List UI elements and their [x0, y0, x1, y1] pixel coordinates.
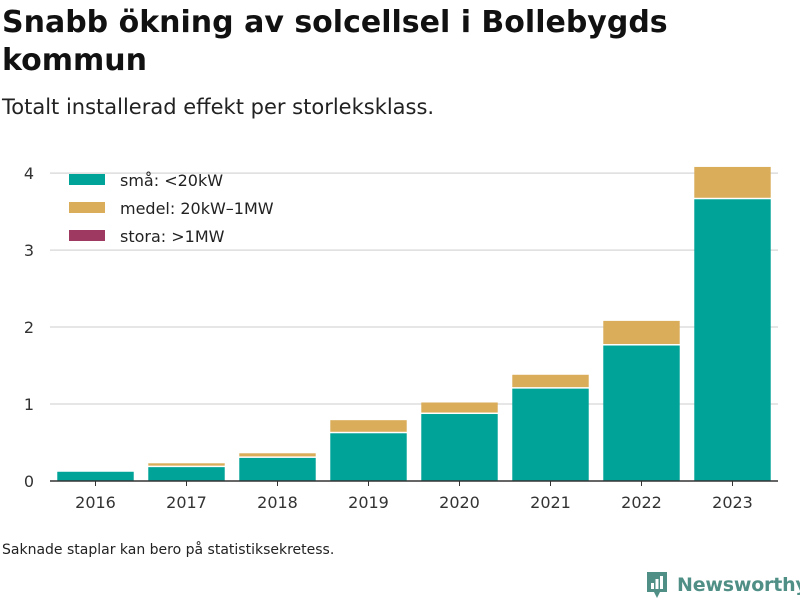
bar-segment-small — [421, 414, 498, 481]
legend-swatch — [69, 230, 105, 241]
legend-label: små: <20kW — [120, 171, 223, 190]
bar-segment-small — [694, 199, 771, 481]
stacked-bar-chart: 0 1 2 3 4 2016 2017 2018 2019 2020 2021 2022 2023 små… — [24, 164, 778, 512]
legend-label: stora: >1MW — [120, 227, 225, 246]
brand-logo: Newsworthy — [645, 569, 800, 601]
bar-segment-small — [512, 388, 589, 481]
bar-segment-medium — [239, 453, 316, 457]
chart-title: Snabb ökning av solcellsel i Bollebygds … — [2, 5, 668, 78]
legend-swatch — [69, 202, 105, 213]
bar-segment-medium — [148, 463, 225, 466]
y-tick-label: 4 — [24, 164, 34, 183]
bar-segment-small — [148, 467, 225, 481]
bar-segment-medium — [512, 374, 589, 388]
x-tick-label: 2017 — [166, 493, 207, 512]
x-tick-label: 2020 — [439, 493, 480, 512]
bar-segment-medium — [603, 320, 680, 345]
x-tick-label: 2018 — [257, 493, 298, 512]
bar-segment-medium — [330, 420, 407, 432]
bar-segment-small — [57, 471, 134, 481]
bar-segment-small — [330, 433, 407, 481]
legend-swatch — [69, 174, 105, 185]
bar-segment-small — [603, 345, 680, 481]
x-tick-label: 2023 — [712, 493, 753, 512]
y-tick-label: 1 — [24, 395, 34, 414]
chart-subtitle: Totalt installerad effekt per storlekskl… — [2, 95, 435, 119]
bar-segment-medium — [694, 166, 771, 198]
x-tick-label: 2019 — [348, 493, 389, 512]
brand-name: Newsworthy — [677, 574, 800, 596]
footnote: Saknade staplar kan bero på statistiksek… — [2, 542, 335, 558]
bar-segment-medium — [421, 402, 498, 413]
y-tick-label: 2 — [24, 318, 34, 337]
y-tick-label: 0 — [24, 472, 34, 491]
newsworthy-logo-icon — [647, 572, 667, 598]
bar-segment-small — [239, 457, 316, 481]
legend-label: medel: 20kW–1MW — [120, 199, 274, 218]
x-tick-label: 2022 — [621, 493, 662, 512]
x-tick-label: 2021 — [530, 493, 571, 512]
y-tick-label: 3 — [24, 241, 34, 260]
x-tick-label: 2016 — [75, 493, 116, 512]
